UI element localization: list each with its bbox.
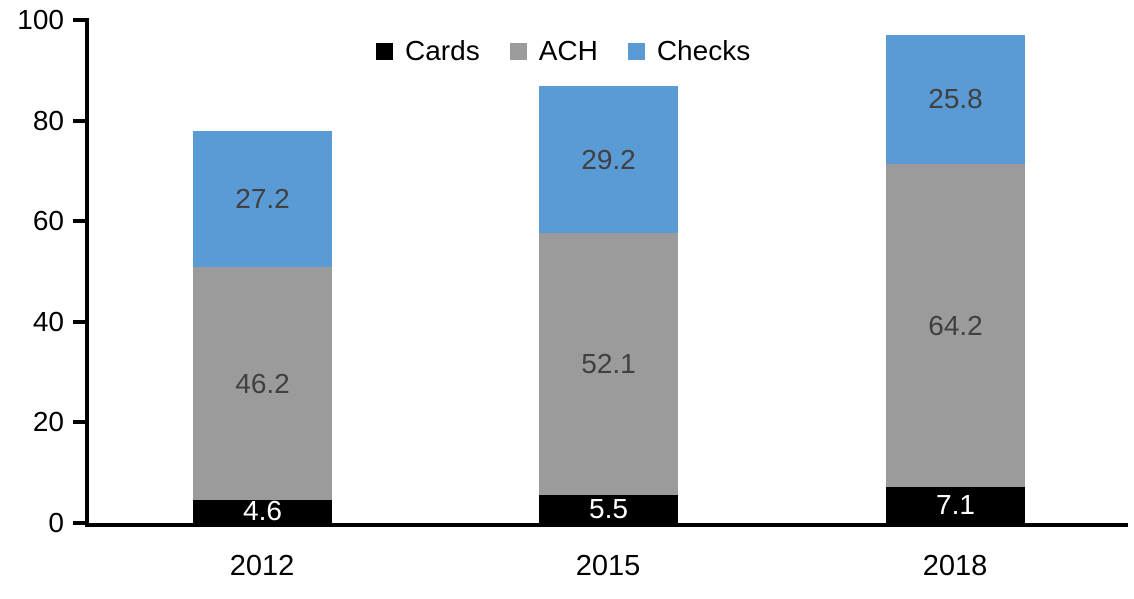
segment-2015-ach: 52.1 [539, 233, 678, 496]
x-tick-label-2012: 2012 [229, 550, 295, 582]
cards-legend-swatch-icon [376, 42, 393, 60]
y-tick-mark [73, 18, 86, 22]
y-axis-line [85, 18, 89, 527]
y-tick-label: 40 [32, 305, 64, 337]
y-tick-label: 20 [32, 406, 64, 438]
y-tick-mark [73, 420, 86, 425]
legend-item-ach: ACH [509, 34, 598, 68]
legend-label-ach: ACH [538, 35, 598, 66]
value-label-2015-checks: 29.2 [581, 143, 636, 175]
segment-2018-ach: 64.2 [886, 164, 1025, 488]
value-label-2018-ach: 64.2 [928, 309, 983, 341]
y-tick-mark [73, 319, 86, 324]
y-tick-label: 80 [32, 104, 64, 136]
segment-2018-cards: 7.1 [886, 487, 1025, 523]
legend-label-checks: Checks [656, 35, 751, 66]
y-tick-mark [73, 118, 86, 123]
value-label-2012-cards: 4.6 [243, 495, 282, 527]
y-tick-label: 0 [48, 507, 64, 538]
segment-2015-checks: 29.2 [539, 86, 678, 234]
value-label-2018-checks: 25.8 [928, 83, 983, 115]
x-tick-label-2015: 2015 [575, 550, 641, 582]
y-tick-label: 60 [32, 205, 64, 237]
segment-2012-ach: 46.2 [193, 267, 332, 500]
legend-item-checks: Checks [627, 34, 751, 68]
legend-label-cards: Cards [405, 35, 480, 66]
segment-2015-cards: 5.5 [539, 495, 678, 523]
x-tick-label-2018: 2018 [922, 550, 988, 582]
ach-legend-swatch-icon [509, 42, 527, 60]
value-label-2012-ach: 46.2 [235, 367, 290, 399]
legend: Cards ACH Checks [376, 34, 750, 68]
y-tick-label: 100 [17, 4, 64, 35]
value-label-2015-cards: 5.5 [589, 493, 628, 525]
y-tick-mark [73, 219, 86, 224]
value-label-2015-ach: 52.1 [581, 348, 636, 380]
value-label-2018-cards: 7.1 [936, 489, 975, 521]
checks-legend-swatch-icon [627, 42, 645, 60]
legend-item-cards: Cards [376, 34, 480, 68]
segment-2018-checks: 25.8 [886, 34, 1025, 165]
y-tick-mark [73, 521, 86, 525]
segment-2012-checks: 27.2 [193, 130, 332, 268]
segment-2012-cards: 4.6 [193, 495, 332, 527]
x-axis-line [85, 523, 1128, 527]
value-label-2012-checks: 27.2 [235, 183, 290, 215]
